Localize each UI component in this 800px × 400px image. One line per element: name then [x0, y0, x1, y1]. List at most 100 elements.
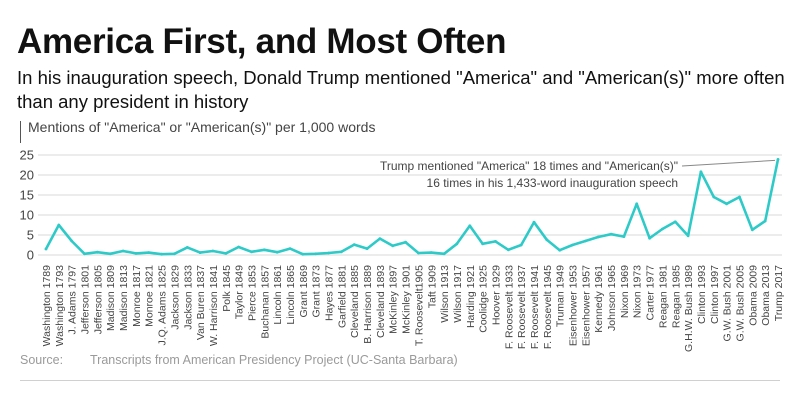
- y-axis-label-marker: [20, 121, 21, 143]
- x-tick-label: Reagan 1981: [657, 265, 669, 328]
- x-tick-label: Reagan 1985: [670, 265, 682, 328]
- data-point: [198, 251, 202, 254]
- data-point: [673, 220, 677, 224]
- x-tick-label: Jackson 1833: [182, 265, 194, 330]
- x-tick-label: F. Roosevelt 1945: [542, 265, 554, 349]
- data-point: [571, 243, 574, 247]
- data-point: [108, 252, 112, 256]
- data-point: [391, 244, 395, 248]
- y-tick-label: 5: [27, 228, 34, 243]
- data-point: [224, 252, 228, 255]
- x-tick-label: Hayes 1877: [324, 265, 336, 321]
- x-tick-label: F. Roosevelt 1933: [503, 265, 515, 349]
- data-point: [352, 243, 356, 246]
- data-point: [147, 251, 151, 254]
- data-point: [699, 170, 703, 174]
- data-point: [404, 240, 407, 244]
- data-point: [237, 245, 241, 249]
- x-tick-label: Monroe 1821: [144, 265, 156, 327]
- x-tick-label: G.W. Bush 2005: [734, 265, 746, 342]
- data-point: [121, 249, 125, 253]
- data-point: [160, 252, 164, 256]
- annotation-leader-line: [681, 159, 776, 167]
- y-tick-label: 25: [20, 148, 34, 163]
- x-tick-label: Nixon 1969: [619, 265, 631, 318]
- x-tick-label: Wilson 1913: [439, 265, 451, 323]
- x-tick-label: Trump 2017: [773, 265, 785, 321]
- x-tick-label: B. Harrison 1889: [362, 265, 374, 344]
- chart-title: America First, and Most Often: [17, 22, 507, 61]
- x-tick-label: Cleveland 1885: [349, 265, 361, 338]
- data-point: [455, 242, 459, 246]
- data-point: [532, 220, 536, 224]
- data-point: [134, 252, 138, 255]
- data-point: [750, 228, 754, 232]
- data-point: [712, 195, 716, 199]
- y-axis-label: Mentions of "America" or "American(s)" p…: [28, 119, 376, 135]
- x-tick-label: F. Roosevelt 1941: [529, 265, 541, 349]
- x-tick-label: Eisenhower 1957: [580, 265, 592, 346]
- data-point: [301, 252, 305, 256]
- data-point: [417, 251, 420, 255]
- data-point: [661, 227, 664, 231]
- x-tick-label: Lincoln 1865: [285, 265, 297, 325]
- data-point: [96, 250, 99, 254]
- data-point: [275, 250, 279, 254]
- data-point: [725, 202, 728, 206]
- source-label: Source:: [20, 353, 64, 367]
- data-point: [327, 251, 330, 255]
- data-point: [378, 237, 382, 240]
- x-tick-label: Buchanan 1857: [259, 265, 271, 339]
- data-point: [185, 246, 189, 249]
- x-tick-label: Kennedy 1961: [593, 265, 605, 333]
- data-point: [481, 242, 484, 246]
- data-point: [738, 195, 741, 199]
- x-tick-label: McKinley 1901: [401, 265, 413, 334]
- x-tick-label: Harding 1921: [465, 265, 477, 328]
- bottom-divider: [20, 380, 780, 381]
- series-line: [44, 158, 780, 256]
- data-point: [635, 202, 639, 206]
- data-point: [365, 247, 369, 250]
- data-point: [57, 223, 61, 227]
- x-tick-label: Jefferson 1801: [80, 265, 92, 334]
- chart-subtitle: In his inauguration speech, Donald Trump…: [17, 67, 785, 112]
- x-tick-label: Madison 1813: [118, 265, 130, 331]
- x-tick-label: Jackson 1829: [169, 265, 181, 330]
- x-tick-label: Hoover 1929: [490, 265, 502, 325]
- x-tick-label: Washington 1793: [54, 265, 66, 346]
- data-point: [340, 250, 343, 254]
- data-point: [763, 219, 767, 223]
- data-point: [622, 235, 626, 238]
- y-tick-label: 10: [20, 208, 34, 223]
- data-point: [83, 252, 86, 256]
- data-point: [44, 247, 48, 251]
- x-tick-label: Carter 1977: [645, 265, 657, 321]
- x-tick-label: Cleveland 1893: [375, 265, 387, 338]
- x-tick-label: Nixon 1973: [632, 265, 644, 318]
- data-point: [173, 252, 176, 256]
- x-tick-label: McKinley 1897: [388, 265, 400, 334]
- data-point: [468, 224, 472, 228]
- y-tick-label: 15: [20, 188, 34, 203]
- line-chart: 0 5 10 15 20 25 Washington 1789 Washington 1793…: [20, 148, 785, 352]
- x-tick-label: Monroe 1817: [131, 265, 143, 327]
- data-point: [519, 243, 523, 247]
- data-point: [262, 248, 266, 252]
- x-tick-label: Clinton 1997: [709, 265, 721, 324]
- data-point: [776, 158, 780, 161]
- data-point: [211, 249, 215, 253]
- data-point: [648, 236, 651, 240]
- x-tick-label: Wilson 1917: [452, 265, 464, 323]
- data-point: [250, 250, 253, 254]
- x-tick-label: Taylor 1849: [234, 265, 246, 319]
- x-tick-label: G.H.W. Bush 1989: [683, 265, 695, 352]
- x-tick-label: Jefferson 1805: [92, 265, 104, 334]
- data-point: [558, 248, 562, 252]
- x-tick-label: Washington 1789: [41, 265, 53, 346]
- data-point: [288, 247, 292, 250]
- x-tick-label: Van Buren 1837: [195, 265, 207, 340]
- x-tick-label: J.Q. Adams 1825: [157, 265, 169, 346]
- data-point: [442, 252, 446, 256]
